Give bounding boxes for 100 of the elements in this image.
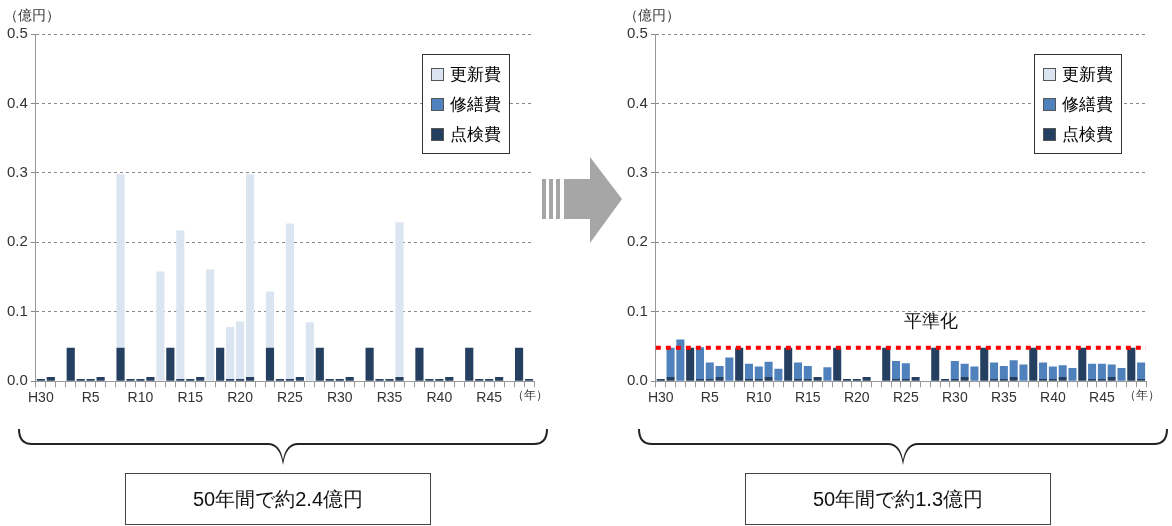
x-tick-label: R20 xyxy=(227,389,254,406)
y-tick-label: 0.3 xyxy=(6,163,28,181)
x-tick-label: R40 xyxy=(426,389,453,406)
bar xyxy=(66,347,75,381)
bar xyxy=(46,377,55,381)
bar xyxy=(495,377,504,381)
bar xyxy=(911,377,920,381)
bar xyxy=(813,377,822,381)
bar xyxy=(245,377,255,381)
bar xyxy=(1058,377,1067,381)
y-tick-label: 0.2 xyxy=(626,232,648,250)
x-tick-label: R45 xyxy=(476,389,503,406)
bar xyxy=(764,377,773,381)
x-tick-label: R30 xyxy=(942,389,968,406)
bar xyxy=(315,347,324,381)
bar xyxy=(901,363,910,380)
bar xyxy=(514,347,524,381)
y-tick-label: 0.1 xyxy=(626,301,648,319)
bar xyxy=(1127,347,1136,381)
bar xyxy=(305,322,314,381)
x-tick-label: R20 xyxy=(843,389,870,406)
x-tick-label: R45 xyxy=(1089,389,1115,406)
x-tick-label: R5 xyxy=(700,389,719,406)
bar xyxy=(206,269,215,381)
y-tick-label: 0.1 xyxy=(6,301,28,319)
bar xyxy=(345,377,354,381)
x-tick-label: R25 xyxy=(277,389,303,406)
y-axis-title: （億円） xyxy=(624,6,680,23)
bar xyxy=(395,222,404,378)
x-axis-title: （年） xyxy=(512,387,548,402)
bar xyxy=(265,291,275,348)
bar xyxy=(295,377,304,381)
bar xyxy=(96,377,105,381)
text: 50年間で約2.4億円 xyxy=(125,473,431,525)
bar xyxy=(226,327,235,380)
y-tick-label: 0.3 xyxy=(626,163,648,181)
bar xyxy=(1078,347,1087,381)
x-tick-label: R30 xyxy=(326,389,353,406)
bar xyxy=(960,377,969,381)
bar xyxy=(216,347,225,381)
bar xyxy=(245,174,255,378)
bar xyxy=(980,347,989,381)
bar xyxy=(666,377,675,381)
bar xyxy=(1029,347,1038,381)
bar xyxy=(285,223,294,380)
legend-label: 更新費 xyxy=(450,63,501,86)
legend-label: 点検費 xyxy=(1062,123,1113,146)
x-tick-label: R35 xyxy=(376,389,403,406)
x-tick-label: R5 xyxy=(81,389,100,406)
bar xyxy=(999,365,1008,380)
bar xyxy=(166,347,175,381)
bar xyxy=(1088,363,1097,380)
legend-label: 点検費 xyxy=(450,123,501,146)
legend-label: 更新費 xyxy=(1062,63,1113,86)
bar xyxy=(1107,377,1116,381)
bar xyxy=(116,174,125,348)
bar xyxy=(1039,362,1048,380)
text: 50年間で約1.3億円 xyxy=(745,473,1051,525)
bar xyxy=(931,347,940,381)
x-tick-label: R10 xyxy=(127,389,154,406)
bar xyxy=(744,363,753,380)
bar xyxy=(715,377,724,381)
legend-label: 修繕費 xyxy=(1062,93,1113,116)
bar xyxy=(236,321,245,380)
bar xyxy=(695,347,704,380)
bar xyxy=(754,366,763,380)
x-tick-label: R25 xyxy=(892,389,919,406)
bar xyxy=(784,347,793,381)
bar xyxy=(803,365,812,380)
bar xyxy=(990,362,999,380)
x-tick-label: H30 xyxy=(27,389,54,406)
y-tick-label: 0.5 xyxy=(626,24,648,42)
bar xyxy=(196,377,205,381)
x-tick-label: R10 xyxy=(745,389,772,406)
x-tick-label: R15 xyxy=(794,389,821,406)
y-tick-label: 0.4 xyxy=(6,93,28,111)
y-tick-label: 0.4 xyxy=(626,93,648,111)
bar xyxy=(156,271,165,381)
bar xyxy=(892,361,901,380)
bar xyxy=(265,347,275,381)
bar xyxy=(882,347,891,381)
x-tick-label: R40 xyxy=(1040,389,1066,406)
bar xyxy=(793,362,803,380)
x-tick-label: H30 xyxy=(647,389,674,406)
x-axis-title: （年） xyxy=(1124,387,1160,402)
bar xyxy=(176,230,185,380)
x-tick-label: R15 xyxy=(177,389,204,406)
legend-label: 修繕費 xyxy=(450,93,501,116)
bar xyxy=(833,347,842,381)
bar xyxy=(735,347,744,381)
y-tick-label: 0.2 xyxy=(6,232,28,250)
bar xyxy=(1137,362,1146,380)
bar xyxy=(465,347,474,381)
ref-line-label: 平準化 xyxy=(903,310,958,331)
bar xyxy=(1048,366,1057,380)
x-tick-label: R35 xyxy=(991,389,1017,406)
bar xyxy=(862,377,871,381)
bar xyxy=(686,347,695,381)
y-tick-label: 0.0 xyxy=(6,371,28,389)
bar xyxy=(1097,363,1106,380)
